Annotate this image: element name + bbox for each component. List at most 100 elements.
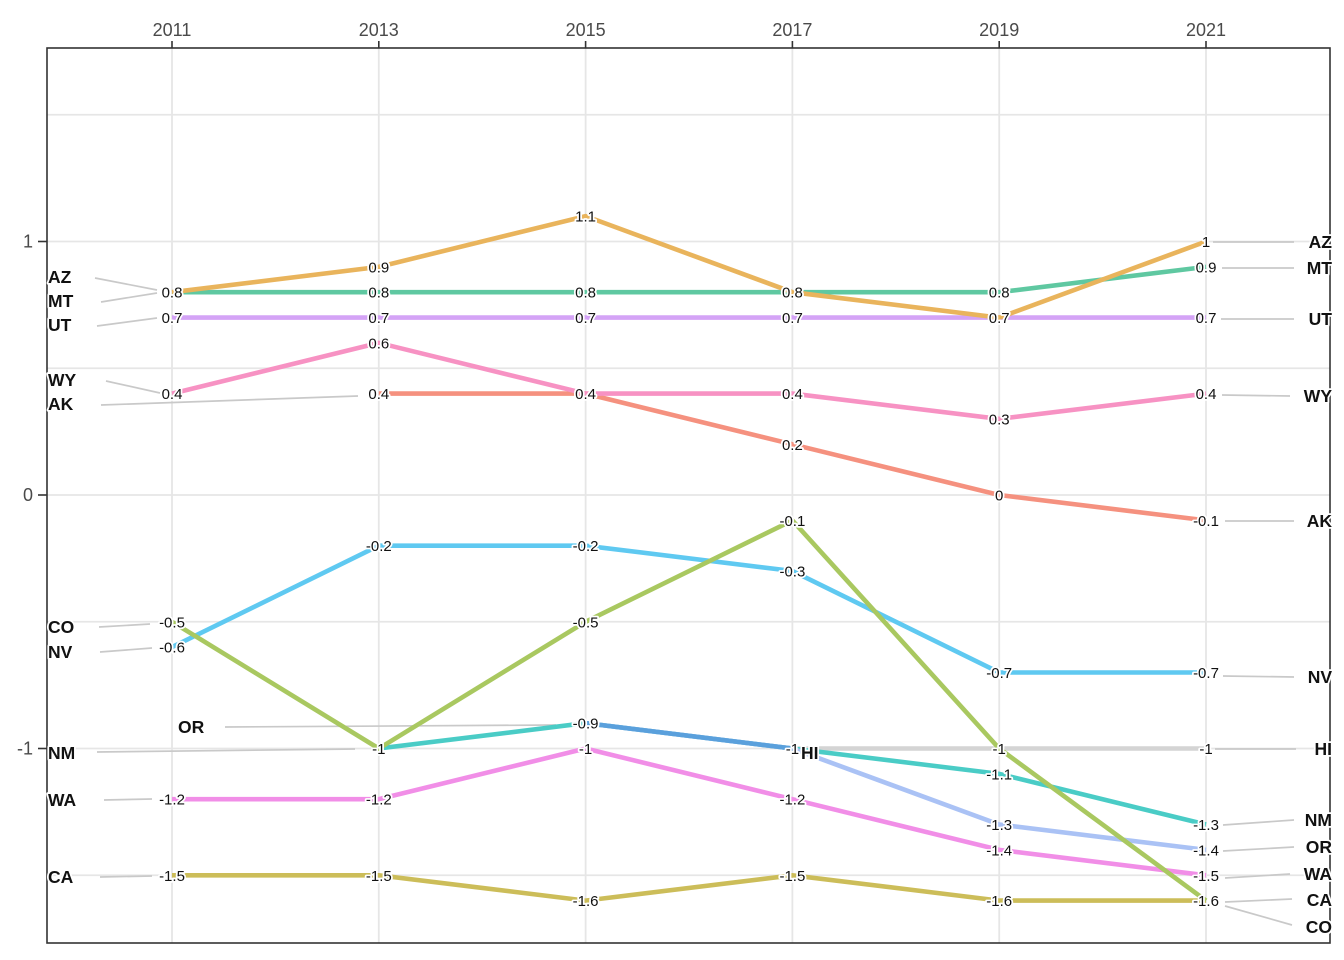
year-label-2011: 2011 <box>153 20 192 40</box>
value-label-2021-CA: -1.6 <box>1193 893 1219 910</box>
value-label-2019-CA: -1.6 <box>986 893 1012 910</box>
value-label-2017-AK: 0.2 <box>782 437 803 454</box>
year-label-2021: 2021 <box>1186 20 1226 40</box>
value-label-2015-CO: -0.5 <box>573 614 599 631</box>
value-label-2017-HI: -1 <box>786 741 799 758</box>
value-label-2011-WA: -1.2 <box>159 792 185 809</box>
value-label-2013-WY: 0.6 <box>368 335 389 352</box>
state-label-left-HI: HI <box>801 743 819 763</box>
value-label-2015-UT: 0.7 <box>575 310 596 327</box>
value-label-2011-UT: 0.7 <box>162 310 183 327</box>
leader-line-WA <box>103 798 153 801</box>
value-label-2011-CA: -1.5 <box>159 868 185 885</box>
value-label-2021-NV: -0.7 <box>1193 665 1219 682</box>
value-label-2019-HI: -1 <box>993 741 1006 758</box>
value-label-2021-WA: -1.5 <box>1193 868 1219 885</box>
value-label-2017-CO: -0.1 <box>779 513 805 530</box>
value-label-2013-AK: 0.4 <box>368 386 389 403</box>
leader-line-CO <box>1224 905 1293 926</box>
value-label-2011-WY: 0.4 <box>162 386 183 403</box>
leader-line-AK <box>100 395 359 406</box>
series-line-WA <box>172 746 1207 878</box>
value-label-2019-WA: -1.4 <box>986 842 1012 859</box>
leader-line-NM <box>1222 819 1295 826</box>
state-label-right-UT: UT <box>1309 309 1333 329</box>
value-label-2015-AK: 0.4 <box>575 386 596 403</box>
value-label-2015-MT: 0.8 <box>575 285 596 302</box>
series-lines <box>170 213 1208 903</box>
value-label-2021-OR: -1.4 <box>1193 842 1219 859</box>
series-line-WY <box>171 340 1207 422</box>
state-label-left-NV: NV <box>48 642 73 662</box>
state-labels: AZ MT UT WY AK CO NV NM WA CA OR HI AZ MT UT WY AK NV HI NM… <box>46 230 1334 939</box>
value-label-2021-MT: 0.9 <box>1196 259 1217 276</box>
value-label-2013-NV: -0.2 <box>366 538 392 555</box>
y-tick-label-1: 1 <box>23 232 33 252</box>
value-label-2011-CO: -0.5 <box>159 614 185 631</box>
value-label-2015-AZ: 1.1 <box>575 209 596 226</box>
value-label-2017-WY: 0.4 <box>782 386 803 403</box>
state-label-left-AZ: AZ <box>48 267 72 287</box>
value-label-2019-OR: -1.3 <box>986 817 1012 834</box>
year-label-2017: 2017 <box>772 20 812 40</box>
leader-line-NV <box>99 647 153 653</box>
state-label-right-WY: WY <box>1304 386 1333 406</box>
value-label-2013-CA: -1.5 <box>366 868 392 885</box>
value-label-2015-NV: -0.2 <box>573 538 599 555</box>
value-label-2021-NM: -1.3 <box>1193 817 1219 834</box>
value-label-2021-AK: -0.1 <box>1193 513 1219 530</box>
state-label-left-WY: WY <box>48 370 77 390</box>
leader-line-UT <box>96 317 158 327</box>
value-label-2013-UT: 0.7 <box>368 310 389 327</box>
value-label-2015-WA: -1 <box>579 741 592 758</box>
leader-line-AZ <box>94 277 158 291</box>
value-label-2015-NM: -0.9 <box>573 716 599 733</box>
leader-lines <box>94 241 1296 926</box>
series-line-CA <box>172 872 1206 903</box>
value-label-2019-NM: -1.1 <box>986 766 1012 783</box>
y-tick-label--1: -1 <box>17 739 33 759</box>
state-label-left-NM: NM <box>48 743 75 763</box>
state-label-right-AZ: AZ <box>1309 232 1333 252</box>
value-label-2015-CA: -1.6 <box>573 893 599 910</box>
state-label-left-CO: CO <box>48 617 74 637</box>
leader-line-CA <box>1224 898 1293 903</box>
series-line-MT <box>172 264 1207 295</box>
state-label-right-AK: AK <box>1307 511 1333 531</box>
value-label-2019-UT: 0.7 <box>989 310 1010 327</box>
leader-line-MT <box>100 292 158 303</box>
year-label-2013: 2013 <box>359 20 399 40</box>
leader-line-OR <box>224 724 557 728</box>
value-label-2013-NM: -1 <box>372 741 385 758</box>
value-label-2013-WA: -1.2 <box>366 792 392 809</box>
value-label-2021-AZ: 1 <box>1202 234 1210 251</box>
value-label-2013-AZ: 0.9 <box>368 259 389 276</box>
value-labels: -0.6 -1.2 -1.5 -0.5 0.4 0.7 0.8 -1 -0.2 -1.2 -1.5 0… <box>157 207 1220 912</box>
leader-line-WY <box>1221 394 1291 397</box>
state-label-right-NM: NM <box>1305 810 1332 830</box>
value-label-2017-WA: -1.2 <box>779 792 805 809</box>
axis-labels: 2011 2013 2015 2017 2019 2021 1 0 -1 <box>17 20 1226 759</box>
value-label-2017-CA: -1.5 <box>779 868 805 885</box>
value-label-2017-UT: 0.7 <box>782 310 803 327</box>
value-label-2019-NV: -0.7 <box>986 665 1012 682</box>
value-label-2019-AK: 0 <box>995 488 1003 505</box>
y-tick-label-0: 0 <box>23 485 33 505</box>
value-label-2021-UT: 0.7 <box>1196 310 1217 327</box>
leader-line-CO <box>98 623 151 628</box>
year-label-2015: 2015 <box>566 20 606 40</box>
value-label-2019-WY: 0.3 <box>989 411 1010 428</box>
value-label-2021-HI: -1 <box>1199 741 1212 758</box>
state-label-right-CO: CO <box>1306 917 1332 937</box>
series-line-AZ <box>171 213 1207 320</box>
state-label-left-UT: UT <box>48 315 72 335</box>
state-label-right-HI: HI <box>1315 739 1333 759</box>
state-label-left-OR: OR <box>178 717 205 737</box>
leader-line-WA <box>1224 873 1291 879</box>
value-label-2013-MT: 0.8 <box>368 285 389 302</box>
axis-ticks <box>38 41 1207 750</box>
